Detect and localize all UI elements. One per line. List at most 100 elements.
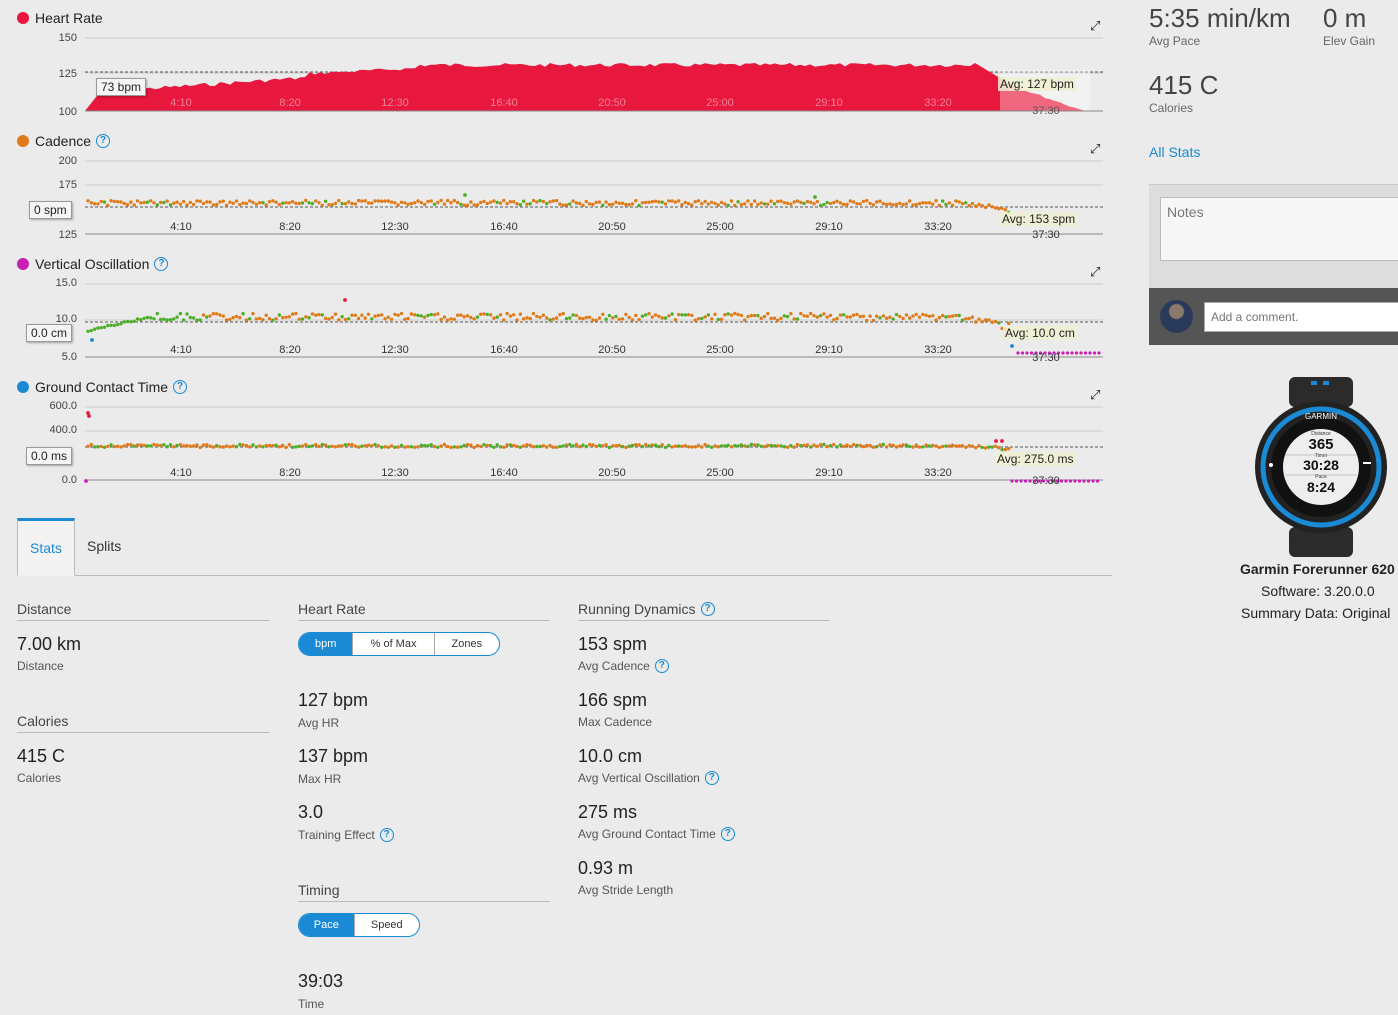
- timing-toggle-pace[interactable]: Pace: [299, 914, 354, 936]
- data-point: [244, 201, 249, 206]
- data-point: [188, 315, 192, 320]
- help-icon[interactable]: ?: [720, 827, 735, 841]
- data-point: [508, 200, 513, 204]
- data-point: [86, 444, 90, 448]
- data-point: [908, 316, 912, 320]
- expand-icon[interactable]: ⤢: [1090, 387, 1101, 402]
- running-dynamics-label: Avg Ground Contact Time?: [578, 827, 735, 841]
- data-point: [208, 314, 212, 318]
- data-point: [165, 445, 169, 449]
- help-icon[interactable]: ?: [173, 380, 188, 394]
- data-point: [554, 198, 559, 203]
- data-point: [373, 442, 377, 447]
- avg-pace-label: Avg Pace: [1149, 34, 1201, 48]
- data-point: [723, 444, 727, 448]
- help-icon[interactable]: ?: [654, 659, 669, 673]
- ground-contact-time-plot[interactable]: [0, 377, 1115, 500]
- data-point: [746, 199, 750, 203]
- data-point: [624, 312, 628, 317]
- comment-input[interactable]: [1204, 302, 1398, 332]
- data-point: [779, 316, 783, 321]
- distance-value: 7.00 km: [17, 634, 82, 654]
- data-point: [314, 199, 318, 203]
- data-point: [92, 202, 97, 206]
- data-point: [974, 446, 978, 450]
- tab-stats[interactable]: Stats: [17, 518, 75, 576]
- data-point: [1068, 479, 1073, 483]
- data-point: [637, 203, 641, 208]
- data-point: [327, 203, 331, 207]
- heart-rate-header: Heart Rate: [298, 601, 550, 621]
- expand-icon[interactable]: ⤢: [1090, 141, 1101, 156]
- help-icon[interactable]: ?: [700, 602, 715, 616]
- data-point: [1052, 351, 1056, 355]
- data-point: [772, 316, 777, 320]
- data-point: [158, 317, 163, 322]
- data-point: [281, 443, 285, 448]
- timing-header: Timing: [298, 882, 550, 902]
- data-point: [1065, 351, 1070, 355]
- data-point: [452, 198, 456, 203]
- cadence-plot[interactable]: [0, 131, 1115, 254]
- data-point: [686, 445, 691, 449]
- data-point: [997, 207, 1001, 211]
- data-point: [937, 315, 942, 320]
- notes-input[interactable]: [1160, 197, 1398, 261]
- data-point: [452, 317, 456, 321]
- data-point: [165, 199, 169, 203]
- hr-toggle-zones[interactable]: Zones: [433, 633, 499, 655]
- help-icon[interactable]: ?: [704, 771, 719, 785]
- chart-title-text: Heart Rate: [35, 10, 103, 26]
- data-point: [640, 201, 645, 205]
- data-point: [1000, 447, 1004, 452]
- data-point: [947, 444, 951, 448]
- running-dynamics-value: 10.0 cm: [578, 746, 643, 766]
- heart-rate-plot[interactable]: [0, 8, 1115, 131]
- data-point: [871, 445, 876, 449]
- vertical-oscillation-plot[interactable]: [0, 254, 1115, 377]
- data-point: [776, 318, 780, 322]
- data-point: [399, 200, 404, 204]
- data-point: [112, 444, 117, 449]
- data-point: [195, 443, 199, 447]
- data-point: [475, 444, 480, 448]
- expand-icon[interactable]: ⤢: [1090, 18, 1101, 33]
- data-point: [528, 202, 532, 206]
- chart-title-text: Vertical Oscillation: [35, 256, 150, 272]
- data-point: [343, 443, 348, 447]
- data-point: [1061, 351, 1065, 355]
- hr-toggle-bpm[interactable]: bpm: [299, 633, 353, 655]
- data-point: [726, 443, 730, 447]
- x-tick: 33:20: [924, 221, 952, 233]
- data-point: [1092, 351, 1097, 355]
- data-point: [1073, 479, 1077, 483]
- x-tick: 37:30: [1032, 229, 1060, 241]
- data-point: [521, 444, 526, 448]
- x-tick: 12:30: [381, 467, 409, 479]
- data-point: [967, 444, 971, 448]
- chart-title: Ground Contact Time ?: [17, 377, 188, 397]
- data-point: [116, 200, 120, 204]
- help-icon[interactable]: ?: [154, 257, 169, 271]
- tab-splits[interactable]: Splits: [87, 538, 122, 554]
- expand-icon[interactable]: ⤢: [1090, 264, 1101, 279]
- data-point: [611, 202, 615, 206]
- hr-toggle-pct-max[interactable]: % of Max: [352, 633, 433, 655]
- data-point: [343, 317, 348, 322]
- help-icon[interactable]: ?: [379, 828, 394, 842]
- data-point: [604, 443, 608, 447]
- data-point: [815, 199, 819, 204]
- x-tick: 29:10: [815, 97, 843, 109]
- data-point: [647, 312, 651, 316]
- avg-hr-label: Avg HR: [298, 716, 340, 730]
- data-point: [508, 443, 513, 447]
- data-point: [297, 201, 301, 206]
- data-point: [813, 195, 817, 199]
- data-point: [541, 444, 546, 448]
- data-point: [594, 444, 598, 449]
- all-stats-link[interactable]: All Stats: [1149, 144, 1201, 160]
- data-point: [878, 443, 882, 447]
- help-icon[interactable]: ?: [96, 134, 111, 148]
- data-point: [294, 445, 298, 449]
- timing-toggle-speed[interactable]: Speed: [353, 914, 419, 936]
